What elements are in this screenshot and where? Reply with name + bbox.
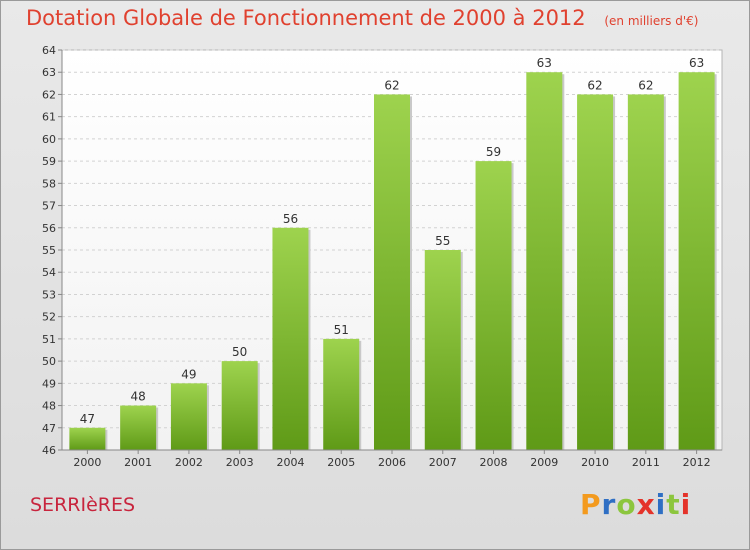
bar bbox=[678, 72, 715, 450]
y-tick-label: 54 bbox=[42, 266, 56, 279]
y-tick-label: 62 bbox=[42, 88, 56, 101]
bar-value-label: 51 bbox=[334, 323, 349, 337]
bar-value-label: 63 bbox=[537, 56, 552, 70]
bar bbox=[69, 427, 106, 450]
x-tick-label: 2005 bbox=[327, 456, 355, 469]
y-tick-label: 61 bbox=[42, 111, 56, 124]
chart-subtitle: (en milliers d'€) bbox=[604, 14, 699, 28]
y-tick-label: 64 bbox=[42, 44, 56, 57]
bar bbox=[323, 338, 360, 450]
bar-value-label: 47 bbox=[80, 412, 95, 426]
bar-value-label: 59 bbox=[486, 145, 501, 159]
x-tick-label: 2010 bbox=[581, 456, 609, 469]
x-tick-label: 2008 bbox=[480, 456, 508, 469]
y-tick-label: 49 bbox=[42, 377, 56, 390]
x-tick-label: 2001 bbox=[124, 456, 152, 469]
y-tick-label: 53 bbox=[42, 288, 56, 301]
logo-letter: i bbox=[655, 488, 667, 521]
bar-value-label: 55 bbox=[435, 234, 450, 248]
x-tick-label: 2007 bbox=[429, 456, 457, 469]
y-tick-label: 47 bbox=[42, 422, 56, 435]
y-tick-label: 57 bbox=[42, 200, 56, 213]
bar-value-label: 50 bbox=[232, 345, 247, 359]
x-tick-label: 2012 bbox=[683, 456, 711, 469]
x-tick-label: 2004 bbox=[276, 456, 304, 469]
y-tick-label: 58 bbox=[42, 177, 56, 190]
y-tick-label: 48 bbox=[42, 400, 56, 413]
logo-letter: t bbox=[666, 488, 681, 521]
y-tick-label: 55 bbox=[42, 244, 56, 257]
chart-title-text: Dotation Globale de Fonctionnement de 20… bbox=[26, 6, 586, 30]
logo-letter: r bbox=[601, 488, 617, 521]
y-tick-label: 52 bbox=[42, 311, 56, 324]
bar bbox=[272, 227, 309, 450]
bar bbox=[526, 72, 563, 450]
x-tick-label: 2011 bbox=[632, 456, 660, 469]
bar bbox=[170, 383, 207, 450]
logo-letter: P bbox=[580, 488, 602, 521]
y-tick-label: 59 bbox=[42, 155, 56, 168]
y-tick-label: 60 bbox=[42, 133, 56, 146]
logo-letter: i bbox=[680, 488, 692, 521]
chart-title: Dotation Globale de Fonctionnement de 20… bbox=[26, 6, 698, 30]
logo-letter: o bbox=[616, 488, 637, 521]
bar bbox=[120, 405, 157, 450]
bar-value-label: 48 bbox=[131, 390, 146, 404]
bar-value-label: 62 bbox=[384, 78, 399, 92]
proxiti-logo: Proxiti bbox=[580, 488, 691, 521]
bar-value-label: 49 bbox=[181, 367, 196, 381]
bar bbox=[221, 361, 258, 450]
bar-value-label: 63 bbox=[689, 56, 704, 70]
bar bbox=[577, 94, 614, 450]
x-tick-label: 2009 bbox=[530, 456, 558, 469]
y-tick-label: 63 bbox=[42, 66, 56, 79]
logo-letter: x bbox=[636, 488, 656, 521]
bar-value-label: 56 bbox=[283, 212, 298, 226]
x-tick-label: 2003 bbox=[226, 456, 254, 469]
bar-value-label: 62 bbox=[587, 78, 602, 92]
place-name: SERRIèRES bbox=[30, 494, 136, 516]
bar bbox=[424, 250, 461, 450]
bar bbox=[627, 94, 664, 450]
bar bbox=[374, 94, 410, 450]
x-tick-label: 2000 bbox=[73, 456, 101, 469]
y-tick-label: 51 bbox=[42, 333, 56, 346]
bar bbox=[475, 161, 512, 450]
y-tick-label: 46 bbox=[42, 444, 56, 457]
x-tick-label: 2002 bbox=[175, 456, 203, 469]
y-tick-label: 56 bbox=[42, 222, 56, 235]
x-tick-label: 2006 bbox=[378, 456, 406, 469]
y-tick-label: 50 bbox=[42, 355, 56, 368]
bar-value-label: 62 bbox=[638, 78, 653, 92]
